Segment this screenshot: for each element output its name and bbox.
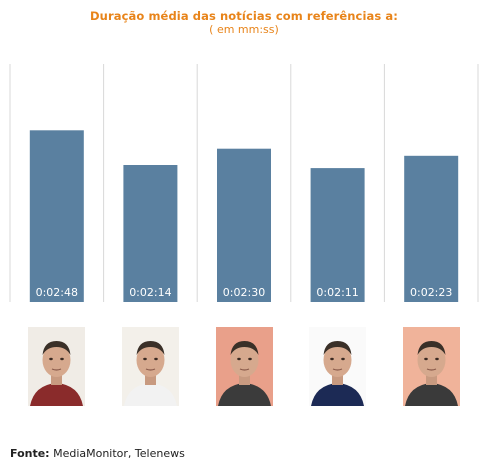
- bar-value-label-4: 0:02:11: [316, 286, 358, 299]
- bar-2: [123, 165, 178, 302]
- bar-3: [217, 148, 271, 302]
- bar-5: [404, 155, 459, 302]
- chart-subtitle: ( em mm:ss): [209, 23, 279, 36]
- bar-value-label-1: 0:02:48: [36, 286, 78, 299]
- bar-value-label-5: 0:02:23: [410, 286, 452, 299]
- bar-4: [310, 168, 365, 302]
- value-labels-group: 0:02:48 0:02:14 0:02:30 0:02:11 0:02:23: [36, 286, 453, 299]
- column-separators: [9, 64, 479, 302]
- source-label: Fonte:: [10, 447, 50, 460]
- bar-value-label-3: 0:02:30: [223, 286, 265, 299]
- bar-1: [29, 130, 84, 302]
- bars-group: [29, 130, 459, 302]
- source-text: MediaMonitor, Telenews: [53, 447, 185, 460]
- source-note: Fonte: MediaMonitor, Telenews: [10, 447, 185, 460]
- bar-value-label-2: 0:02:14: [129, 286, 171, 299]
- chart-title: Duração média das notícias com referênci…: [90, 9, 398, 23]
